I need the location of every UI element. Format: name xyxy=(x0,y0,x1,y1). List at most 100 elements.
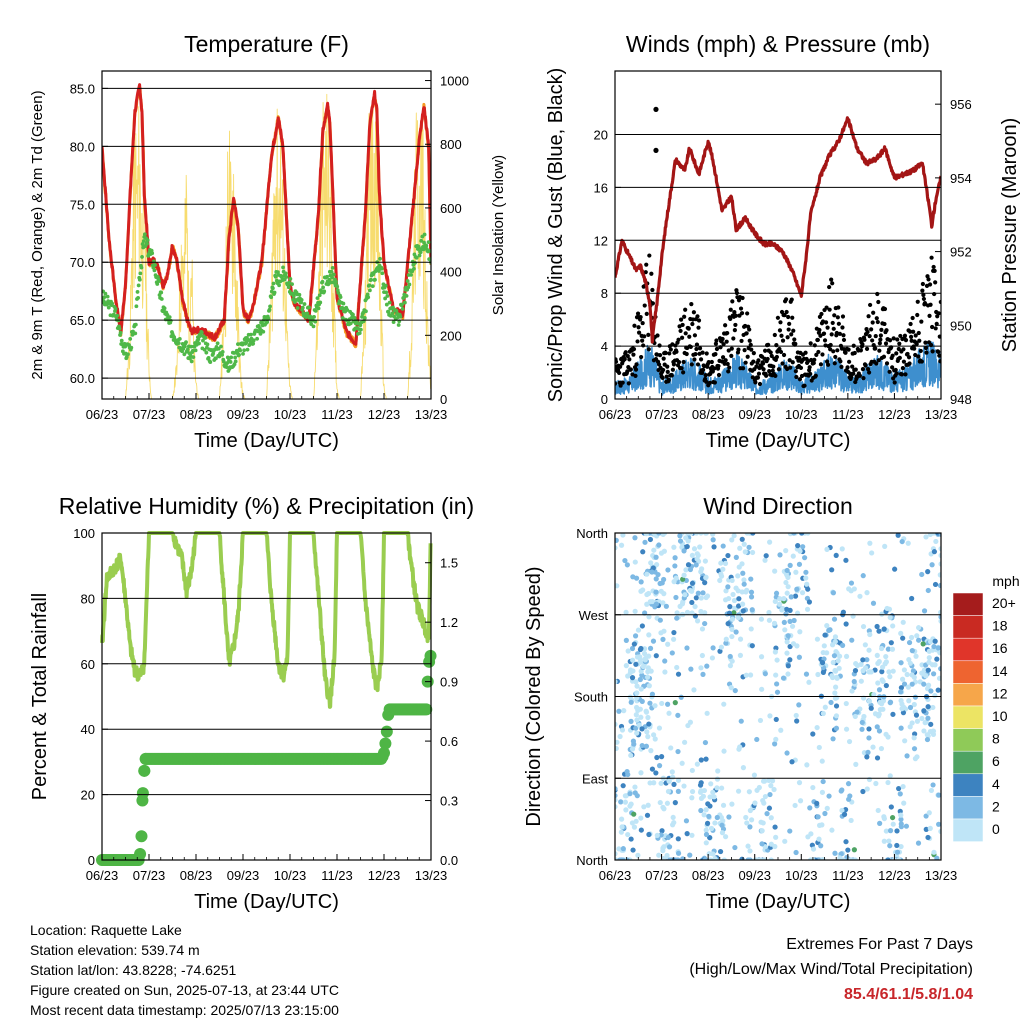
gust-point xyxy=(650,301,656,306)
direction-point xyxy=(898,725,904,731)
x-tick-label: 12/23 xyxy=(878,407,911,422)
dewpoint-point xyxy=(331,272,336,277)
gust-point xyxy=(811,360,816,366)
direction-point xyxy=(797,629,803,635)
direction-point xyxy=(757,717,764,724)
dewpoint-point xyxy=(378,256,382,261)
direction-point xyxy=(725,584,731,590)
gust-point xyxy=(701,367,706,372)
dewpoint-point xyxy=(305,311,310,316)
direction-point xyxy=(682,592,688,598)
direction-point xyxy=(645,802,651,808)
direction-point xyxy=(899,706,905,712)
direction-point xyxy=(752,800,758,806)
gust-point xyxy=(920,288,925,293)
direction-point xyxy=(618,542,625,548)
direction-point xyxy=(787,657,793,663)
direction-point xyxy=(887,700,893,706)
direction-point xyxy=(896,857,902,860)
direction-point xyxy=(661,576,667,583)
direction-point xyxy=(665,788,672,795)
direction-point xyxy=(926,659,932,665)
direction-point xyxy=(711,794,717,800)
direction-point xyxy=(745,843,751,849)
direction-point xyxy=(931,643,937,650)
gust-point xyxy=(927,282,933,287)
direction-point xyxy=(643,533,649,537)
direction-point xyxy=(675,836,681,842)
direction-point xyxy=(680,576,686,582)
gust-point xyxy=(712,380,717,385)
direction-point xyxy=(698,757,704,763)
direction-point xyxy=(702,533,709,536)
station-info: Location: Raquette Lake Station elevatio… xyxy=(30,920,339,1020)
latlon-text: Station lat/lon: 43.8228; -74.6251 xyxy=(30,962,237,978)
gust-point xyxy=(633,367,639,372)
gust-point xyxy=(671,362,677,367)
direction-point xyxy=(691,687,697,693)
gust-point xyxy=(887,369,892,374)
gust-point xyxy=(680,322,685,328)
y-tick-label: 40 xyxy=(81,722,95,737)
dewpoint-point xyxy=(261,329,266,334)
direction-point xyxy=(637,676,643,683)
direction-point xyxy=(698,595,704,601)
direction-point xyxy=(692,603,698,610)
gust-point xyxy=(878,333,883,338)
direction-point xyxy=(785,633,791,639)
gust-point xyxy=(714,338,719,343)
rh-series xyxy=(100,531,433,709)
plot-frame xyxy=(101,532,432,861)
direction-point xyxy=(885,646,891,652)
gust-point xyxy=(850,364,855,369)
direction-point xyxy=(749,643,755,649)
direction-point xyxy=(759,686,765,692)
direction-point xyxy=(634,793,640,799)
dewpoint-point xyxy=(269,295,274,300)
direction-point xyxy=(866,647,872,653)
direction-point xyxy=(882,543,888,549)
direction-point xyxy=(833,703,840,709)
dewpoint-point xyxy=(136,295,140,300)
direction-point xyxy=(759,841,765,847)
direction-point xyxy=(886,669,892,675)
gust-point xyxy=(732,328,737,333)
dewpoint-point xyxy=(413,261,417,265)
direction-point xyxy=(623,637,629,643)
direction-point xyxy=(731,597,738,604)
gust-point xyxy=(647,253,652,258)
gust-point xyxy=(802,383,807,388)
gust-point xyxy=(623,350,628,355)
direction-point xyxy=(820,669,826,675)
direction-point xyxy=(623,609,629,615)
direction-point xyxy=(662,658,668,664)
direction-point xyxy=(806,679,812,685)
gust-point xyxy=(625,369,630,374)
gust-point xyxy=(720,336,725,342)
gust-point xyxy=(694,346,699,352)
direction-point xyxy=(732,844,738,851)
direction-point xyxy=(840,642,846,648)
direction-point xyxy=(794,643,800,649)
direction-point xyxy=(682,739,688,745)
solar-series xyxy=(102,93,431,399)
direction-point xyxy=(735,614,741,621)
gust-point xyxy=(860,367,866,372)
direction-point xyxy=(694,761,700,767)
direction-point xyxy=(689,580,696,586)
x-tick-label: 08/23 xyxy=(180,868,213,883)
direction-point xyxy=(658,832,664,838)
direction-point xyxy=(689,788,696,795)
gust-point xyxy=(865,329,870,335)
gust-point xyxy=(916,330,921,336)
y-tick-label: 20 xyxy=(594,127,608,142)
gust-point xyxy=(644,311,649,316)
direction-point xyxy=(911,701,917,708)
series-layer xyxy=(96,531,437,866)
precip-point xyxy=(138,764,151,777)
direction-point xyxy=(835,658,841,664)
direction-point xyxy=(766,609,772,616)
gust-point xyxy=(837,331,842,336)
direction-point xyxy=(932,662,938,668)
direction-point xyxy=(909,595,915,602)
